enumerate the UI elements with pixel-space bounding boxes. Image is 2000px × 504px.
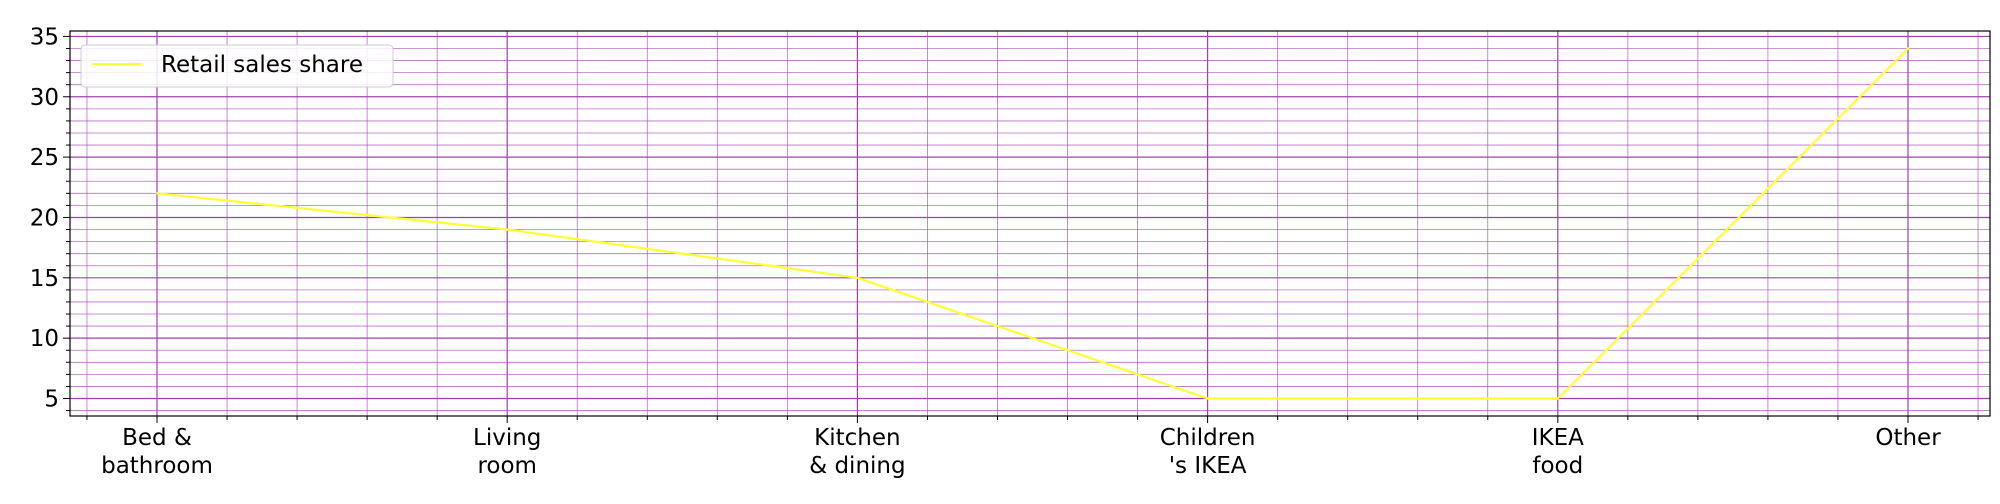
y-tick-label: 30 — [30, 85, 59, 111]
x-tick-label-line: 's IKEA — [1169, 453, 1247, 479]
x-tick-label-line: Other — [1875, 425, 1941, 451]
x-tick-label: Bed & bathroom — [101, 425, 213, 479]
x-tick-label-line: food — [1532, 453, 1583, 479]
x-tick-label-line: room — [477, 453, 537, 479]
data-point — [155, 192, 159, 195]
data-point — [506, 228, 509, 231]
x-tick-label-line: Bed & — [122, 425, 192, 451]
y-tick-label: 20 — [30, 205, 59, 231]
y-tick-label: 35 — [30, 24, 59, 50]
x-tick-label-line: Children — [1160, 425, 1256, 451]
x-tick-label: Kitchen & dining — [809, 425, 905, 479]
legend-label: Retail sales share — [161, 52, 363, 78]
y-tick-label: 10 — [30, 326, 59, 352]
grid-layer — [70, 31, 1990, 416]
x-tick-label-line: bathroom — [101, 453, 213, 479]
legend-box — [80, 44, 394, 88]
data-point — [1906, 47, 1910, 50]
data-point — [1206, 397, 1209, 400]
legend: Retail sales share — [80, 44, 394, 88]
x-tick-label: Children's IKEA — [1160, 425, 1256, 479]
x-tick-label-line: IKEA — [1532, 425, 1584, 451]
x-tick-label: Living room — [473, 425, 541, 479]
x-tick-label-line: Kitchen — [814, 425, 900, 451]
axes-layer: 5 10 15 20 25 30 35 Bed & bathroom Living room Kitc… — [30, 24, 1991, 479]
data-point — [856, 276, 859, 280]
y-tick-label: 5 — [44, 387, 59, 413]
y-tick-label: 15 — [30, 266, 59, 292]
x-tick-label: IKEA food — [1532, 425, 1584, 479]
data-point — [1556, 397, 1560, 400]
plot-frame — [69, 30, 1991, 417]
series-layer — [155, 47, 1910, 400]
x-tick-label-line: & dining — [809, 453, 905, 479]
x-tick-label: Other — [1875, 425, 1941, 451]
y-tick-label: 25 — [30, 145, 59, 171]
series-line — [156, 47, 1909, 400]
x-tick-label-line: Living — [473, 425, 541, 451]
